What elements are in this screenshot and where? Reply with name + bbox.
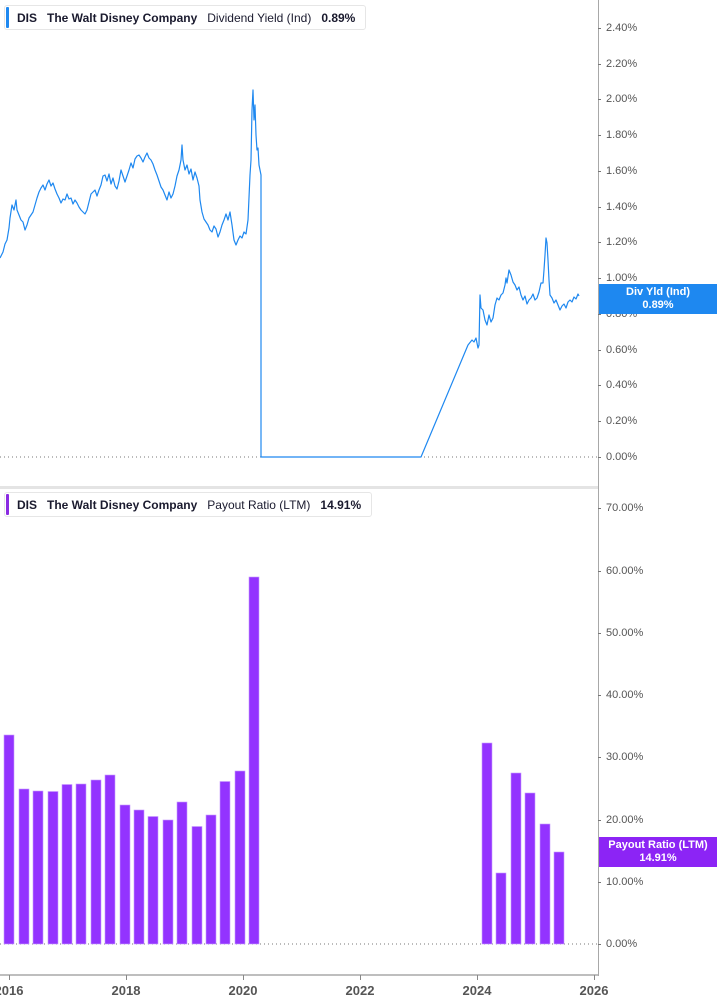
y-tick-label: 1.20% — [606, 236, 638, 248]
legend-company: The Walt Disney Company — [47, 497, 198, 512]
y-tick-label: 2.40% — [606, 22, 638, 34]
bottom-legend: DIS The Walt Disney Company Payout Ratio… — [4, 492, 373, 517]
panel-separator[interactable] — [0, 486, 598, 489]
y-tick-label: 20.00% — [606, 814, 644, 826]
y-tick-label: 70.00% — [606, 502, 644, 514]
last-value-tag-dividend-yield: Div Yld (Ind) 0.89% — [599, 284, 717, 314]
y-tick-label: 2.00% — [606, 93, 638, 105]
x-tick-label: 2018 — [111, 983, 141, 998]
y-tick-label: 0.60% — [606, 344, 638, 356]
legend-company: The Walt Disney Company — [47, 10, 198, 25]
y-tick-label: 50.00% — [606, 627, 644, 639]
last-value-tag-payout-ratio: Payout Ratio (LTM) 14.91% — [599, 837, 717, 867]
series-color-swatch — [6, 7, 9, 28]
y-tick-label: 30.00% — [606, 751, 644, 763]
y-tick-label: 40.00% — [606, 689, 644, 701]
y-tick-label: 0.00% — [606, 938, 638, 950]
tag-value: 0.89% — [642, 299, 674, 311]
x-tick-label: 2016 — [0, 983, 24, 998]
payout-ratio-bars — [3, 576, 565, 945]
legend-ticker: DIS — [17, 497, 38, 512]
tag-value: 14.91% — [639, 852, 677, 864]
y-tick-label: 1.80% — [606, 129, 638, 141]
y-axis-line — [598, 0, 599, 976]
y-tick-label: 60.00% — [606, 565, 644, 577]
legend-value: 14.91% — [320, 497, 362, 512]
legend-metric: Dividend Yield (Ind) — [207, 10, 312, 25]
y-tick-label: 1.00% — [606, 272, 638, 284]
top-legend: DIS The Walt Disney Company Dividend Yie… — [4, 5, 367, 30]
tag-label: Div Yld (Ind) — [626, 286, 690, 298]
y-tick-label: 1.60% — [606, 165, 638, 177]
y-tick-label: 10.00% — [606, 876, 644, 888]
tag-label: Payout Ratio (LTM) — [608, 839, 708, 851]
y-tick-label: 1.40% — [606, 201, 638, 213]
dividend-yield-line — [0, 89, 580, 458]
series-color-swatch — [6, 494, 9, 515]
y-tick-label: 2.20% — [606, 58, 638, 70]
x-tick-label: 2026 — [579, 983, 609, 998]
chart-plot-area — [0, 89, 598, 976]
legend-value: 0.89% — [321, 10, 356, 25]
y-tick-label: 0.20% — [606, 415, 638, 427]
x-tick-label: 2024 — [462, 983, 492, 998]
x-tick-label: 2020 — [228, 983, 258, 998]
y-tick-label: 0.00% — [606, 451, 638, 463]
x-tick-label: 2022 — [345, 983, 375, 998]
y-tick-label: 0.40% — [606, 379, 638, 391]
legend-ticker: DIS — [17, 10, 38, 25]
legend-metric: Payout Ratio (LTM) — [207, 497, 311, 512]
